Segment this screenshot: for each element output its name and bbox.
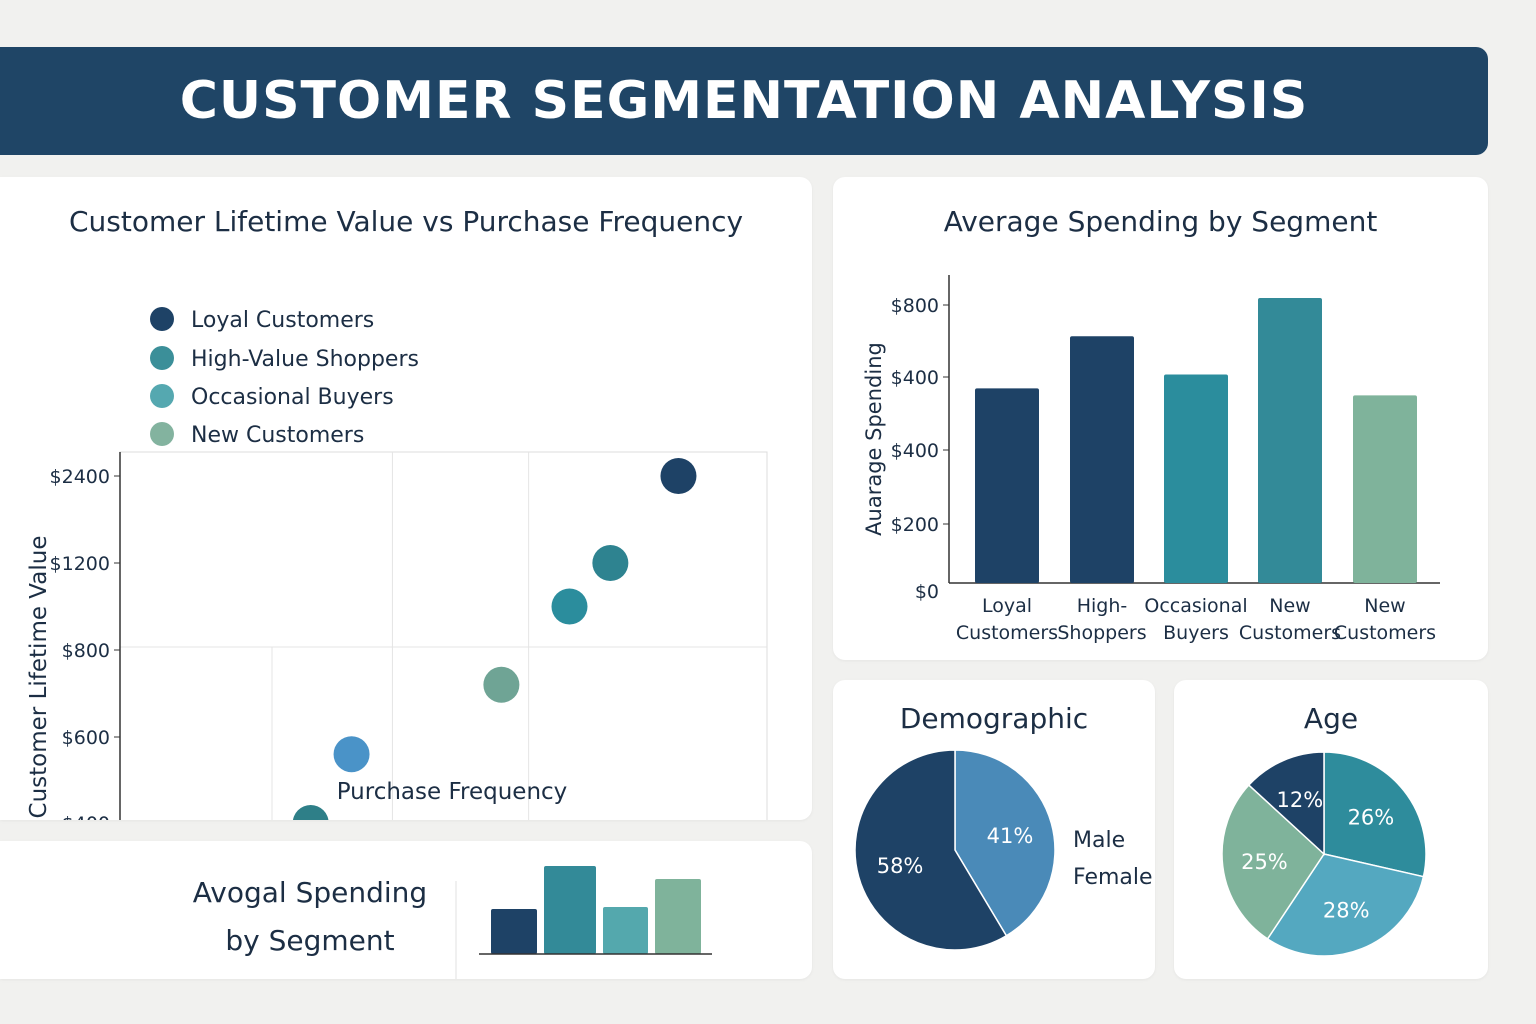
scatter-chart-card: Customer Lifetime Value vs Purchase Freq…: [0, 177, 812, 820]
bar-1: [975, 388, 1039, 583]
page-title: CUSTOMER SEGMENTATION ANALYSIS: [179, 71, 1309, 131]
bar-2: [1070, 336, 1134, 583]
scatter-x-axis-label: Purchase Frequency: [337, 779, 568, 805]
scatter-legend-label-2: High-Value Shoppers: [191, 347, 419, 372]
bar-category-label: Occasional: [1144, 595, 1247, 617]
demographic-legend-male: Male: [1073, 828, 1125, 853]
age-slice-label-4: 12%: [1277, 788, 1324, 812]
demographic-slice-label-1: 41%: [987, 824, 1034, 848]
bar-y-tick-label: $800: [891, 295, 939, 317]
scatter-legend-swatch-4: [150, 422, 174, 446]
scatter-point-3: [292, 805, 329, 820]
scatter-point-8: [660, 458, 697, 494]
bar-5: [1353, 395, 1417, 583]
scatter-y-tick-label: $400: [62, 813, 110, 820]
bar-category-label: Loyal: [982, 595, 1032, 617]
age-card: Age 26% 28% 25% 12%: [1174, 680, 1488, 979]
bar-category-label: Customers: [956, 622, 1058, 644]
bar-category-label: Customers: [1239, 622, 1341, 644]
mini-bar-2: [544, 866, 596, 954]
age-slice-2: [1266, 853, 1425, 957]
scatter-point-7: [592, 545, 629, 581]
bar-category-label: New: [1364, 595, 1405, 617]
scatter-legend-swatch-3: [150, 384, 174, 408]
age-slice-label-2: 28%: [1323, 899, 1370, 923]
mini-bar-title-line-1: Avogal Spending: [192, 876, 428, 909]
scatter-y-tick-label: $600: [62, 727, 110, 749]
age-slice-1: [1323, 751, 1427, 878]
scatter-chart-title: Customer Lifetime Value vs Purchase Freq…: [68, 205, 744, 238]
scatter-legend-label-1: Loyal Customers: [191, 308, 374, 333]
scatter-point-6: [551, 588, 588, 625]
scatter-point-5: [483, 666, 520, 703]
bar-y-axis-label: Auarage Spending: [862, 342, 886, 536]
demographic-card: Demographic 41% 58% Male Female: [833, 680, 1155, 979]
scatter-y-tick-label: $1200: [50, 553, 110, 575]
bar-chart: $0 $200 $400 $400 $800 Auarage Spending Loyal C…: [862, 275, 1440, 644]
mini-bar-3: [603, 907, 648, 954]
age-slice-4: [1247, 751, 1325, 856]
scatter-y-tick-label: $800: [62, 640, 110, 662]
mini-bar-title: Avogal Spending by Segment: [150, 869, 470, 965]
mini-bar-card: Avogal Spending by Segment: [0, 841, 812, 979]
page-header: CUSTOMER SEGMENTATION ANALYSIS: [0, 47, 1488, 155]
bar-y-tick-label: $200: [891, 514, 939, 536]
age-slice-3: [1221, 783, 1325, 940]
mini-bar-4: [655, 879, 701, 954]
scatter-y-axis-label: Customer Lifetime Value: [26, 536, 52, 819]
bar-category-label: Buyers: [1163, 622, 1229, 644]
bar-category-label: High-: [1077, 595, 1128, 617]
demographic-legend-female: Female: [1073, 865, 1153, 890]
bar-y-tick-label: $400: [891, 367, 939, 389]
mini-bar-chart: [455, 866, 712, 979]
bar-category-label: Customers: [1334, 622, 1436, 644]
bar-category-label: Shoppers: [1057, 622, 1146, 644]
bar-y-tick-label: $400: [891, 440, 939, 462]
scatter-plot-frame: [119, 451, 768, 820]
bar-category-label: New: [1269, 595, 1310, 617]
age-title: Age: [1303, 702, 1359, 735]
scatter-point-4: [333, 736, 370, 773]
bar-chart-card: Average Spending by Segment $0 $200 $400 $4…: [833, 177, 1488, 660]
scatter-y-tick-label: $2400: [50, 466, 110, 488]
demographic-slice-1: [954, 749, 1056, 937]
bar-3: [1164, 374, 1228, 583]
bar-y-tick-label: $0: [915, 581, 939, 603]
demographic-slice-label-2: 58%: [877, 854, 924, 878]
age-slice-label-1: 26%: [1348, 806, 1395, 830]
mini-bar-title-line-2: by Segment: [225, 924, 395, 957]
bar-chart-title: Average Spending by Segment: [943, 205, 1378, 238]
scatter-legend-label-4: New Customers: [191, 423, 364, 448]
scatter-legend-swatch-2: [150, 346, 174, 370]
age-slice-label-3: 25%: [1241, 850, 1288, 874]
scatter-legend-swatch-1: [150, 307, 174, 331]
demographic-pie: 41% 58% Male Female: [854, 749, 1153, 951]
demographic-title: Demographic: [899, 702, 1089, 735]
age-pie: 26% 28% 25% 12%: [1221, 751, 1427, 957]
mini-bar-1: [491, 909, 537, 954]
scatter-legend-label-3: Occasional Buyers: [191, 385, 394, 410]
demographic-slice-2: [854, 749, 1008, 951]
bar-4: [1258, 298, 1322, 583]
